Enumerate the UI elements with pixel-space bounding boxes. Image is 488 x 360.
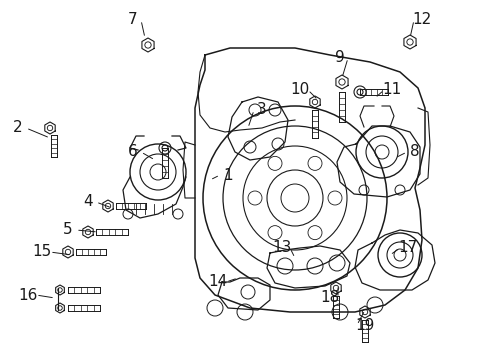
Text: 2: 2 bbox=[13, 121, 23, 135]
Text: 10: 10 bbox=[290, 82, 309, 98]
Text: 9: 9 bbox=[334, 50, 344, 66]
Text: 12: 12 bbox=[411, 13, 431, 27]
Text: 8: 8 bbox=[409, 144, 419, 159]
Text: 11: 11 bbox=[382, 82, 401, 98]
Text: 15: 15 bbox=[32, 244, 52, 260]
Text: 19: 19 bbox=[355, 318, 374, 333]
Text: 4: 4 bbox=[83, 194, 93, 210]
Text: 1: 1 bbox=[223, 167, 232, 183]
Text: 18: 18 bbox=[320, 291, 339, 306]
Text: 17: 17 bbox=[398, 240, 417, 256]
Text: 16: 16 bbox=[18, 288, 38, 302]
Text: 14: 14 bbox=[208, 274, 227, 289]
Text: 6: 6 bbox=[128, 144, 138, 159]
Text: 13: 13 bbox=[272, 240, 291, 256]
Text: 5: 5 bbox=[63, 222, 73, 238]
Text: 7: 7 bbox=[128, 13, 138, 27]
Text: 3: 3 bbox=[257, 103, 266, 117]
